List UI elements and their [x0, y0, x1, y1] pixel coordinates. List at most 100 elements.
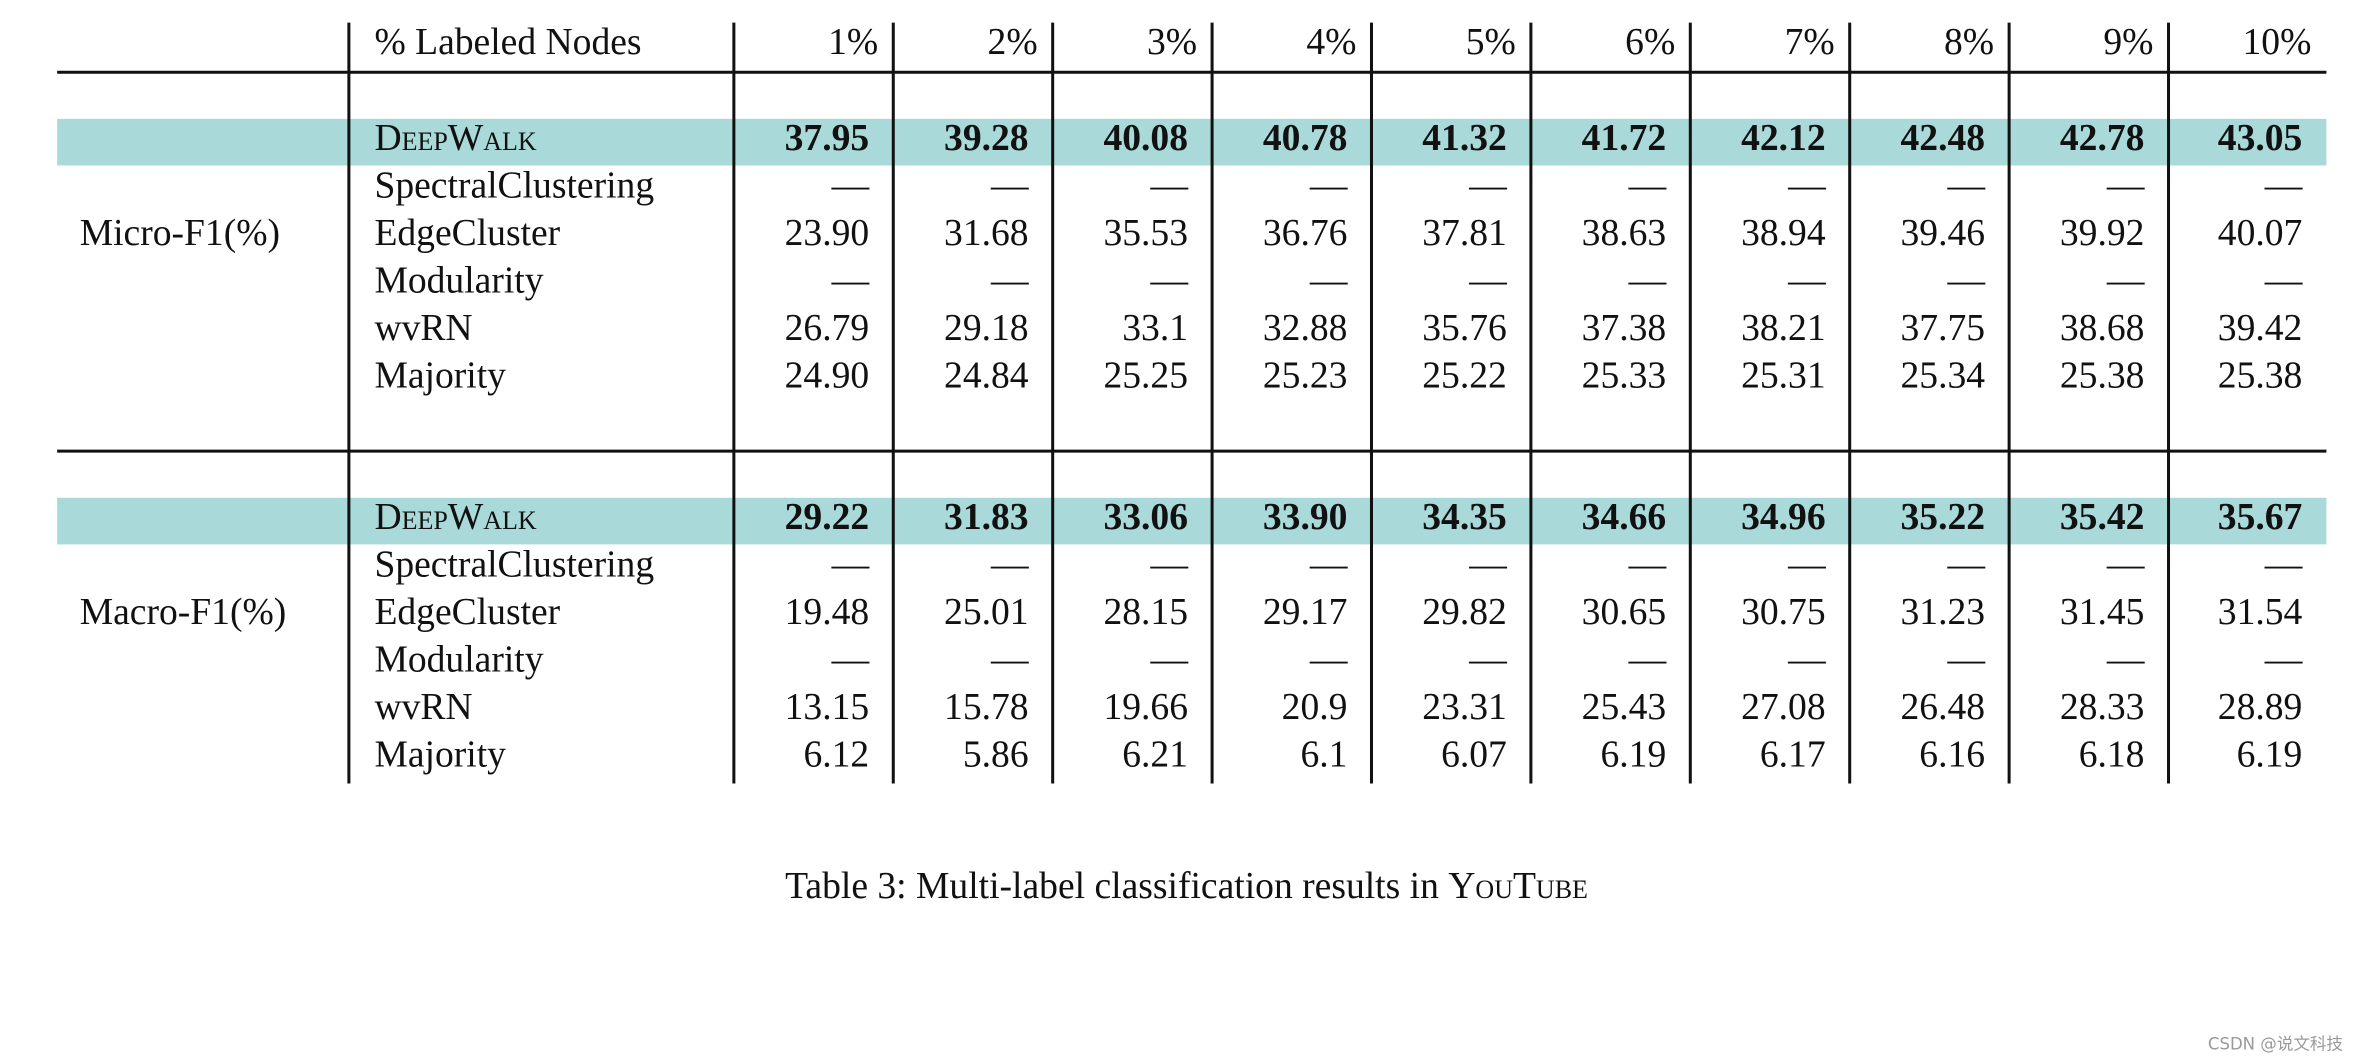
value-cell: 40.07: [2218, 213, 2303, 254]
header-cell: 8%: [1944, 22, 1994, 63]
value-cell: —: [2264, 166, 2303, 207]
value-cell: —: [1787, 544, 1826, 585]
value-cell: 31.68: [944, 213, 1029, 254]
value-cell: 26.79: [785, 308, 870, 349]
value-cell: 42.48: [1900, 118, 1985, 159]
value-cell: 25.43: [1582, 687, 1667, 728]
value-cell: 30.75: [1741, 592, 1826, 633]
value-cell: —: [2264, 544, 2303, 585]
method-name: EdgeCluster: [374, 213, 560, 254]
highlight-band: [57, 118, 2327, 166]
value-cell: 37.95: [785, 118, 870, 159]
value-cell: 30.65: [1582, 592, 1667, 633]
value-cell: —: [1628, 640, 1667, 681]
value-cell: 29.22: [785, 497, 870, 538]
value-cell: 25.38: [2060, 356, 2145, 397]
value-cell: 19.66: [1103, 687, 1188, 728]
value-cell: 35.76: [1422, 308, 1507, 349]
header-cell: 2%: [988, 22, 1038, 63]
value-cell: 15.78: [944, 687, 1029, 728]
value-cell: 34.35: [1422, 497, 1507, 538]
value-cell: —: [1787, 640, 1826, 681]
value-cell: 25.31: [1741, 356, 1826, 397]
value-cell: 6.21: [1122, 735, 1188, 776]
value-cell: 29.18: [944, 308, 1029, 349]
value-cell: 35.22: [1900, 497, 1985, 538]
value-cell: —: [2106, 166, 2145, 207]
header-cell: 7%: [1785, 22, 1835, 63]
value-cell: 6.19: [2237, 735, 2303, 776]
value-cell: 25.23: [1263, 356, 1348, 397]
value-cell: 38.21: [1741, 308, 1826, 349]
group-label: Micro-F1(%): [80, 213, 280, 254]
value-cell: 35.42: [2060, 497, 2145, 538]
value-cell: 35.67: [2218, 497, 2303, 538]
value-cell: 25.38: [2218, 356, 2303, 397]
value-cell: —: [1946, 261, 1985, 302]
value-cell: 13.15: [785, 687, 870, 728]
value-cell: 27.08: [1741, 687, 1826, 728]
value-cell: —: [1149, 166, 1188, 207]
value-cell: 40.78: [1263, 118, 1348, 159]
value-cell: 6.18: [2079, 735, 2145, 776]
value-cell: —: [990, 166, 1029, 207]
value-cell: 19.48: [785, 592, 870, 633]
value-cell: 6.19: [1600, 735, 1666, 776]
value-cell: 38.63: [1582, 213, 1667, 254]
value-cell: 28.89: [2218, 687, 2303, 728]
value-cell: 6.17: [1760, 735, 1826, 776]
value-cell: —: [831, 544, 870, 585]
value-cell: —: [1309, 261, 1348, 302]
value-cell: 26.48: [1900, 687, 1985, 728]
header-cell: 6%: [1625, 22, 1675, 63]
value-cell: —: [2106, 261, 2145, 302]
value-cell: 34.96: [1741, 497, 1826, 538]
value-cell: 36.76: [1263, 213, 1348, 254]
table: % Labeled Nodes 1% 2% 3% 4% 5% 6% 7% 8% 9% 10% Micr…: [57, 22, 2327, 784]
value-cell: 20.9: [1282, 687, 1348, 728]
value-cell: 25.22: [1422, 356, 1507, 397]
value-cell: —: [990, 544, 1029, 585]
value-cell: 34.66: [1582, 497, 1667, 538]
value-cell: —: [2106, 544, 2145, 585]
value-cell: —: [1149, 640, 1188, 681]
value-cell: 39.28: [944, 118, 1029, 159]
value-cell: —: [1309, 640, 1348, 681]
value-cell: 6.12: [803, 735, 869, 776]
value-cell: —: [2264, 261, 2303, 302]
value-cell: 33.06: [1103, 497, 1188, 538]
value-cell: —: [1149, 544, 1188, 585]
value-cell: —: [1468, 166, 1507, 207]
value-cell: 41.72: [1582, 118, 1667, 159]
value-cell: 28.15: [1103, 592, 1188, 633]
value-cell: —: [1946, 544, 1985, 585]
value-cell: —: [1628, 544, 1667, 585]
method-name: EdgeCluster: [374, 592, 560, 633]
caption-text: Table 3: Multi-label classification resu…: [785, 865, 1439, 906]
value-cell: 28.33: [2060, 687, 2145, 728]
header-cell: 9%: [2103, 22, 2153, 63]
value-cell: 33.90: [1263, 497, 1348, 538]
value-cell: —: [1787, 166, 1826, 207]
value-cell: —: [831, 640, 870, 681]
value-cell: 6.07: [1441, 735, 1507, 776]
value-cell: 6.1: [1300, 735, 1347, 776]
value-cell: 42.78: [2060, 118, 2145, 159]
value-cell: 32.88: [1263, 308, 1348, 349]
method-name: SpectralClustering: [374, 544, 654, 585]
value-cell: 29.17: [1263, 592, 1348, 633]
value-cell: —: [1628, 261, 1667, 302]
value-cell: 38.94: [1741, 213, 1826, 254]
value-cell: 25.25: [1103, 356, 1188, 397]
value-cell: 38.68: [2060, 308, 2145, 349]
header-cell: 4%: [1306, 22, 1356, 63]
value-cell: —: [1468, 544, 1507, 585]
method-name: DeepWalk: [374, 118, 536, 159]
caption-name: YouTube: [1448, 865, 1588, 906]
method-name: wvRN: [374, 687, 472, 728]
method-name: Modularity: [374, 640, 543, 681]
value-cell: 33.1: [1122, 308, 1188, 349]
method-name: Majority: [374, 356, 506, 397]
method-name: wvRN: [374, 308, 472, 349]
